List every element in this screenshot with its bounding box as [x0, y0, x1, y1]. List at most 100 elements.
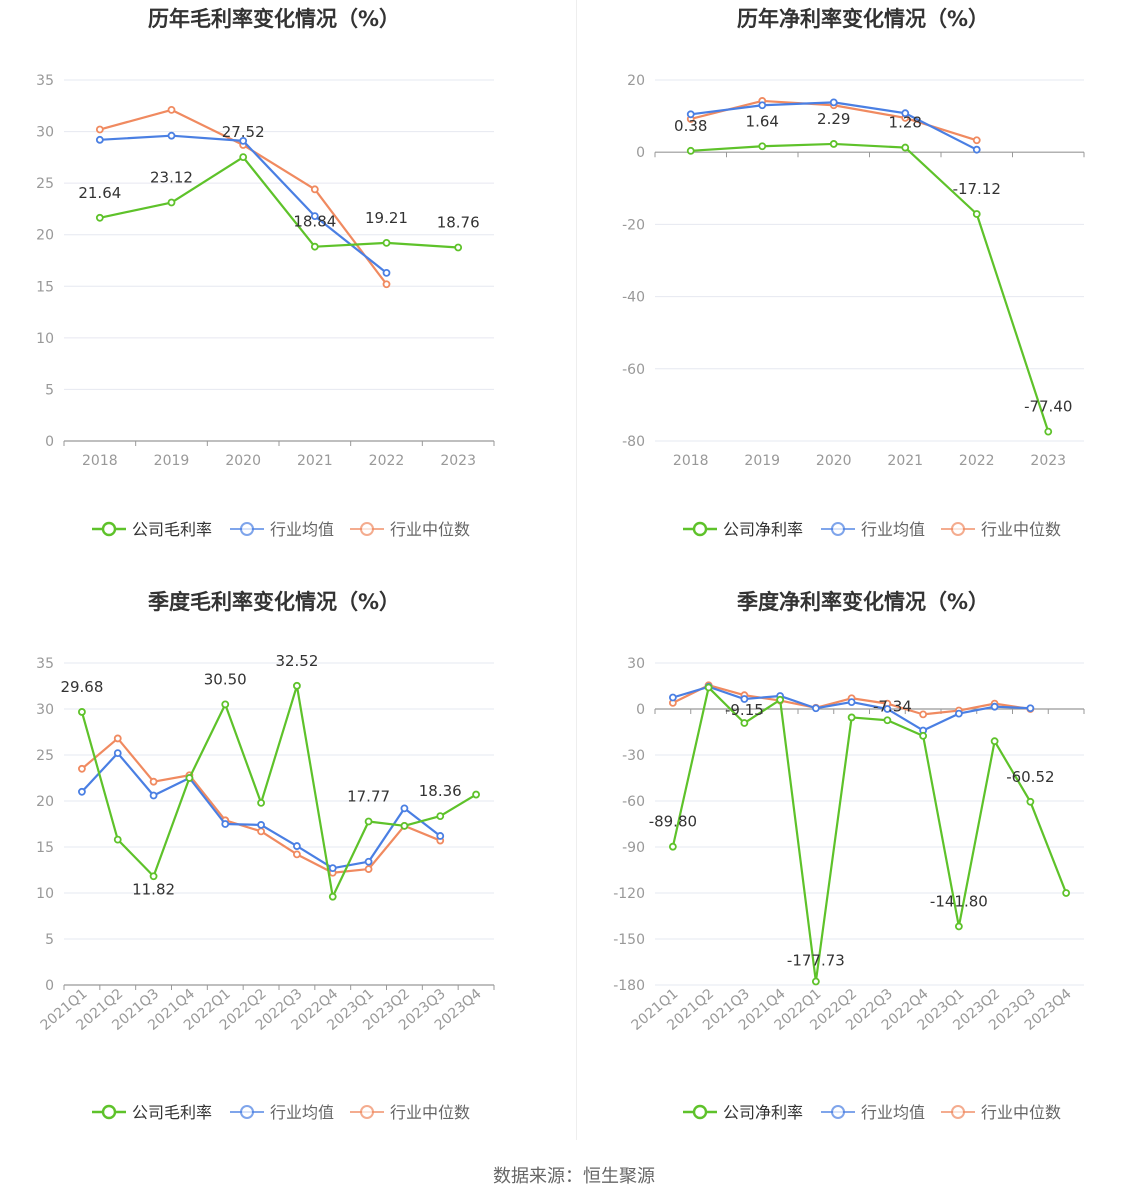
y-tick-label: 30: [36, 702, 54, 718]
data-point-average: [1026, 704, 1035, 713]
data-point-company: [847, 713, 856, 722]
data-point-median: [95, 125, 104, 134]
data-point-company: [95, 213, 104, 222]
data-point-company: [740, 719, 749, 727]
legend-item-median: 行业中位数: [350, 1103, 470, 1122]
y-tick-label: 30: [36, 125, 54, 141]
data-label: 30.50: [204, 670, 247, 688]
data-source: 数据来源：恒生聚源: [493, 1166, 655, 1187]
data-label: 18.84: [293, 213, 336, 231]
data-point-company: [400, 821, 409, 830]
data-label: -77.40: [1024, 398, 1072, 416]
data-point-median: [113, 734, 122, 743]
data-point-company: [436, 812, 445, 820]
y-tick-label: -180: [613, 978, 645, 994]
data-point-median: [310, 185, 319, 194]
data-point-average: [436, 832, 445, 840]
legend-marker: [101, 1104, 117, 1120]
y-tick-label: 10: [36, 331, 54, 347]
legend-marker: [360, 522, 374, 536]
legend-item-median: 行业中位数: [941, 520, 1061, 539]
data-point-average: [239, 136, 248, 145]
x-tick-label: 2022: [369, 453, 405, 469]
panel-divider-vertical: [576, 0, 577, 1140]
data-point-company: [919, 731, 928, 740]
y-tick-label: 35: [36, 656, 54, 672]
legend-item-average: 行业均值: [821, 1103, 925, 1122]
data-label: 19.21: [365, 209, 408, 227]
data-point-average: [221, 820, 230, 828]
data-point-average: [686, 110, 695, 119]
legend-item-median: 行业中位数: [941, 1103, 1061, 1122]
x-tick-label: 2020: [225, 453, 261, 469]
y-tick-label: 25: [36, 176, 54, 192]
data-label: 27.52: [222, 123, 265, 141]
y-tick-label: 35: [36, 73, 54, 89]
data-label: -141.80: [930, 892, 988, 910]
data-point-company: [972, 210, 981, 218]
y-tick-label: 15: [36, 279, 54, 295]
legend-marker: [951, 1105, 965, 1119]
legend-item-company: 公司净利率: [683, 1103, 803, 1122]
data-point-company: [990, 737, 999, 746]
data-point-median: [382, 280, 391, 289]
data-point-company: [829, 140, 838, 148]
legend-label: 行业中位数: [981, 520, 1061, 539]
legend-label: 公司毛利率: [132, 1103, 212, 1122]
data-point-average: [883, 705, 892, 713]
data-label: 18.36: [419, 782, 462, 800]
data-point-company: [221, 700, 230, 709]
data-point-company: [1062, 889, 1071, 897]
chart-title: 季度净利率变化情况（%）: [737, 590, 989, 614]
legend-item-company: 公司毛利率: [92, 520, 212, 539]
data-label: 0.38: [674, 117, 707, 135]
legend-marker: [831, 522, 845, 536]
y-tick-label: 5: [45, 932, 54, 948]
legend-label: 行业均值: [861, 520, 925, 539]
data-point-average: [972, 145, 981, 154]
series-line-company: [690, 142, 1050, 432]
legend-label: 行业均值: [861, 1103, 925, 1122]
data-label: -9.15: [725, 701, 764, 719]
data-point-average: [310, 212, 319, 221]
y-tick-label: 20: [36, 794, 54, 810]
data-point-company: [758, 142, 767, 151]
data-label: 1.64: [746, 112, 779, 130]
data-point-average: [257, 821, 265, 829]
data-label: 21.64: [78, 184, 121, 202]
legend-label: 公司净利率: [723, 1103, 803, 1122]
series-line-average: [81, 752, 441, 870]
data-label: 18.76: [437, 214, 480, 232]
legend-item-average: 行业均值: [821, 520, 925, 539]
data-point-company: [310, 242, 319, 251]
series-line-company: [99, 156, 459, 249]
legend-marker: [692, 1104, 708, 1120]
data-point-company: [149, 872, 158, 881]
x-tick-label: 2019: [744, 453, 780, 469]
data-point-company: [185, 774, 194, 782]
y-tick-label: -40: [622, 290, 645, 306]
legend-marker: [692, 521, 708, 537]
x-tick-label: 2020: [816, 453, 852, 469]
data-point-average: [149, 791, 158, 800]
legend-marker: [101, 521, 117, 537]
data-label: -17.12: [953, 180, 1001, 198]
data-point-average: [668, 693, 677, 702]
data-point-company: [113, 835, 122, 844]
data-label: 29.68: [60, 678, 103, 696]
data-label: -89.80: [649, 813, 697, 831]
chart-title: 历年毛利率变化情况（%）: [148, 7, 400, 31]
chart-panel-1: 历年毛利率变化情况（%） 0 5 10 15 20 25 30 35 2018 2019 2020 20…: [36, 7, 495, 539]
data-point-median: [78, 764, 86, 773]
x-tick-label: 2023: [1030, 453, 1066, 469]
data-point-company: [686, 146, 695, 155]
data-point-company: [668, 842, 677, 851]
y-tick-label: -120: [613, 886, 645, 902]
y-tick-label: 0: [636, 145, 645, 161]
legend-marker: [240, 522, 254, 536]
data-point-company: [364, 817, 373, 826]
data-point-company: [167, 198, 176, 207]
data-label: 2.29: [817, 110, 850, 128]
data-point-average: [400, 804, 409, 813]
legend-item-median: 行业中位数: [350, 520, 470, 539]
